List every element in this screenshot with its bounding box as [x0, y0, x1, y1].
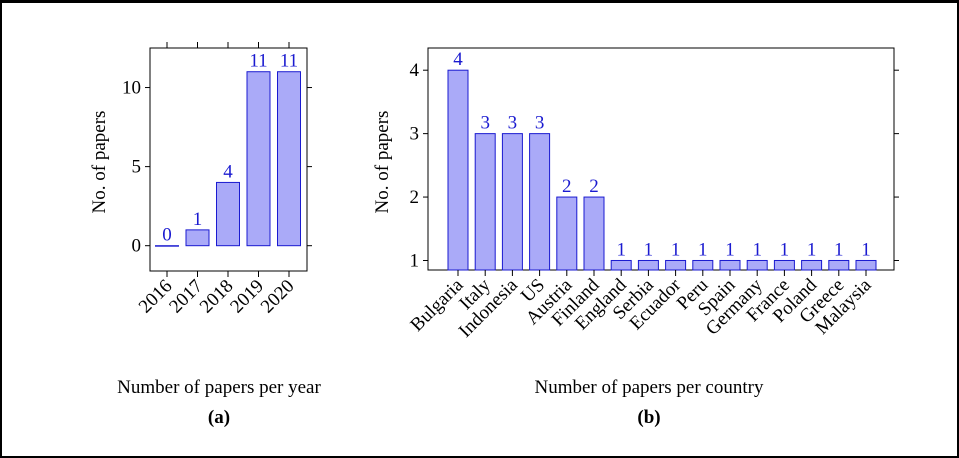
bar-b-greece — [828, 259, 850, 271]
ytick-label-a-5: 5 — [132, 157, 142, 178]
bar-b-us — [529, 133, 551, 271]
bar-b-spain — [719, 259, 741, 271]
bar-b-austria — [556, 196, 578, 271]
bar-b-germany — [746, 259, 768, 271]
chart-b-caption: Number of papers per country — [535, 377, 764, 398]
bar-a-2016 — [155, 245, 179, 247]
bar-a-2020 — [277, 71, 301, 247]
data-label-b-england: 1 — [616, 239, 626, 260]
bar-b-italy — [474, 133, 496, 271]
data-label-b-greece: 1 — [834, 239, 844, 260]
chart-b-sublabel: (b) — [637, 407, 660, 428]
chart-a-caption: Number of papers per year — [117, 377, 321, 398]
chart-a-ylabel: No. of papers — [89, 111, 110, 214]
data-label-a-2017: 1 — [193, 209, 203, 230]
data-label-b-bulgaria: 4 — [453, 49, 463, 70]
bar-b-ecuador — [665, 259, 687, 271]
data-label-b-finland: 2 — [589, 176, 599, 197]
data-label-a-2018: 4 — [223, 161, 233, 182]
bar-b-malaysia — [855, 259, 877, 271]
data-label-b-italy: 3 — [480, 113, 490, 134]
ytick-label-b-4: 4 — [410, 60, 420, 81]
bar-b-serbia — [637, 259, 659, 271]
bar-a-2019 — [246, 71, 271, 247]
data-label-b-germany: 1 — [752, 239, 762, 260]
bar-b-france — [773, 259, 795, 271]
bar-b-finland — [583, 196, 605, 271]
ytick-label-b-2: 2 — [410, 187, 420, 208]
xtick-label-a-2020: 2020 — [257, 276, 299, 318]
data-label-b-spain: 1 — [725, 239, 735, 260]
data-label-b-peru: 1 — [698, 239, 708, 260]
data-label-b-france: 1 — [780, 239, 790, 260]
ytick-label-a-10: 10 — [122, 78, 141, 99]
data-label-a-2016: 0 — [162, 225, 172, 246]
chart-b-country: 43 3 32 21 1 1 1 1 1 1 1 1 1 BulgariaItalyIndonesiaU… — [372, 47, 899, 428]
chart-a-sublabel: (a) — [208, 407, 230, 428]
ytick-label-b-3: 3 — [410, 124, 420, 145]
data-label-b-us: 3 — [535, 113, 545, 134]
bar-a-2018 — [216, 181, 240, 247]
data-label-b-austria: 2 — [562, 176, 572, 197]
ytick-label-b-1: 1 — [410, 250, 420, 271]
chart-b-plot-frame — [427, 47, 895, 271]
data-label-b-serbia: 1 — [644, 239, 654, 260]
data-label-b-poland: 1 — [807, 239, 817, 260]
bar-b-england — [610, 259, 632, 271]
bar-b-bulgaria — [447, 69, 469, 271]
chart-b-ylabel: No. of papers — [372, 111, 393, 214]
bar-b-peru — [692, 259, 714, 271]
bar-a-2017 — [185, 229, 210, 247]
bar-b-indonesia — [501, 133, 523, 271]
data-label-b-indonesia: 3 — [508, 113, 518, 134]
data-label-b-malaysia: 1 — [861, 239, 871, 260]
data-label-a-2020: 11 — [280, 51, 298, 72]
data-label-b-ecuador: 1 — [671, 239, 681, 260]
ytick-label-a-0: 0 — [132, 236, 142, 257]
bar-b-poland — [801, 259, 823, 271]
data-label-a-2019: 11 — [249, 51, 267, 72]
